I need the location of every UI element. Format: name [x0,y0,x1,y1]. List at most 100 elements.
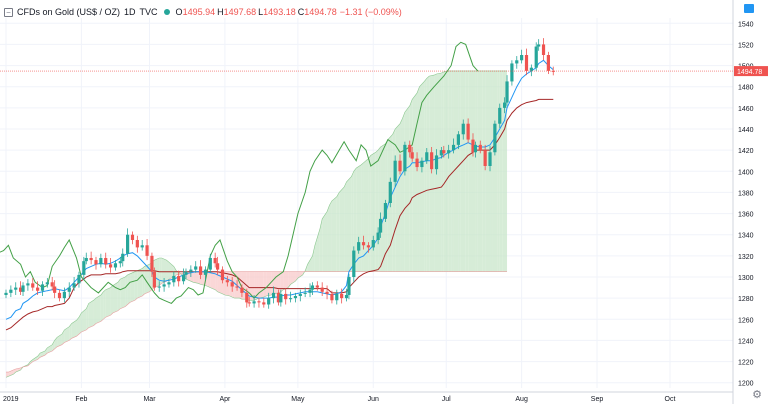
candle-body[interactable] [216,263,220,270]
candle-body[interactable] [410,152,414,159]
candle-body[interactable] [150,255,154,272]
candle-body[interactable] [529,67,533,71]
candle-body[interactable] [505,81,509,103]
candle-body[interactable] [276,292,281,303]
candle-body[interactable] [340,293,344,299]
candle-body[interactable] [267,298,271,305]
candle-body[interactable] [498,107,502,124]
candle-body[interactable] [357,242,361,251]
candle-body[interactable] [303,292,307,294]
axis-tag-marker[interactable] [744,4,754,13]
candle-body[interactable] [62,291,66,299]
candle-body[interactable] [434,155,439,170]
candle-body[interactable] [82,261,86,275]
candle-body[interactable] [493,123,497,153]
candle-body[interactable] [456,134,460,145]
candle-body[interactable] [537,44,541,47]
candle-body[interactable] [388,181,392,203]
candle-body[interactable] [113,263,118,268]
candle-body[interactable] [230,282,234,287]
candle-body[interactable] [14,287,18,290]
candle-body[interactable] [510,63,514,82]
candle-body[interactable] [293,296,298,299]
candle-body[interactable] [546,55,550,71]
candle-body[interactable] [451,144,456,151]
candle-body[interactable] [471,139,475,153]
candle-body[interactable] [371,240,375,248]
candle-body[interactable] [157,286,161,288]
candle-body[interactable] [18,287,23,292]
candle-body[interactable] [104,257,108,265]
candle-body[interactable] [57,292,62,299]
collapse-icon[interactable]: − [4,7,13,17]
candle-body[interactable] [184,271,188,275]
candle-body[interactable] [194,266,198,270]
candle-body[interactable] [198,266,203,275]
candle-body[interactable] [279,293,283,303]
candle-body[interactable] [320,287,324,292]
candle-body[interactable] [361,242,366,246]
candle-body[interactable] [344,294,349,299]
candle-body[interactable] [126,234,130,254]
candle-body[interactable] [53,286,57,293]
candle-body[interactable] [135,240,139,248]
interval-label[interactable]: 1D [124,7,136,17]
candle-body[interactable] [439,150,443,156]
candle-body[interactable] [9,289,13,293]
candle-body[interactable] [21,285,25,292]
candle-body[interactable] [220,269,225,281]
candle-body[interactable] [40,284,45,291]
candle-body[interactable] [288,298,293,300]
candle-body[interactable] [89,257,93,261]
candle-body[interactable] [376,232,380,240]
candle-body[interactable] [145,245,149,256]
candle-body[interactable] [315,285,319,288]
gear-icon[interactable]: ⚙ [752,389,762,401]
candle-body[interactable] [366,245,371,248]
candle-body[interactable] [447,150,451,154]
candle-body[interactable] [94,260,98,265]
candle-body[interactable] [140,245,144,248]
symbol-name[interactable]: CFDs on Gold (US$ / OZ) [17,7,121,17]
candle-body[interactable] [240,287,244,293]
candle-body[interactable] [167,282,171,285]
candle-body[interactable] [478,144,482,151]
candle-body[interactable] [36,287,40,291]
candle-body[interactable] [247,302,251,304]
candles[interactable] [4,38,555,309]
candle-body[interactable] [398,160,402,172]
candle-body[interactable] [503,102,507,108]
candle-body[interactable] [172,275,176,283]
candle-body[interactable] [403,144,407,172]
candle-body[interactable] [99,257,103,265]
candle-body[interactable] [130,234,135,240]
candle-body[interactable] [352,250,356,277]
candle-body[interactable] [325,291,329,294]
candle-body[interactable] [393,160,397,182]
candle-body[interactable] [310,285,315,290]
candle-body[interactable] [162,284,166,287]
candle-body[interactable] [257,301,261,303]
candle-body[interactable] [330,293,334,301]
candle-body[interactable] [415,158,419,168]
candle-body[interactable] [420,160,424,168]
candle-body[interactable] [466,123,470,140]
candle-body[interactable] [461,123,465,135]
candle-body[interactable] [177,275,181,282]
candle-body[interactable] [84,257,88,262]
candle-body[interactable] [31,283,35,288]
candle-body[interactable] [252,301,256,304]
candle-body[interactable] [551,70,555,72]
candle-body[interactable] [26,283,30,286]
candle-body[interactable] [442,150,446,154]
candle-body[interactable] [67,287,71,292]
candle-body[interactable] [430,152,434,170]
candle-body[interactable] [121,253,125,262]
candle-body[interactable] [483,150,487,166]
candle-body[interactable] [245,292,249,303]
candle-body[interactable] [378,218,383,233]
candle-body[interactable] [77,274,81,284]
candle-body[interactable] [225,280,229,283]
